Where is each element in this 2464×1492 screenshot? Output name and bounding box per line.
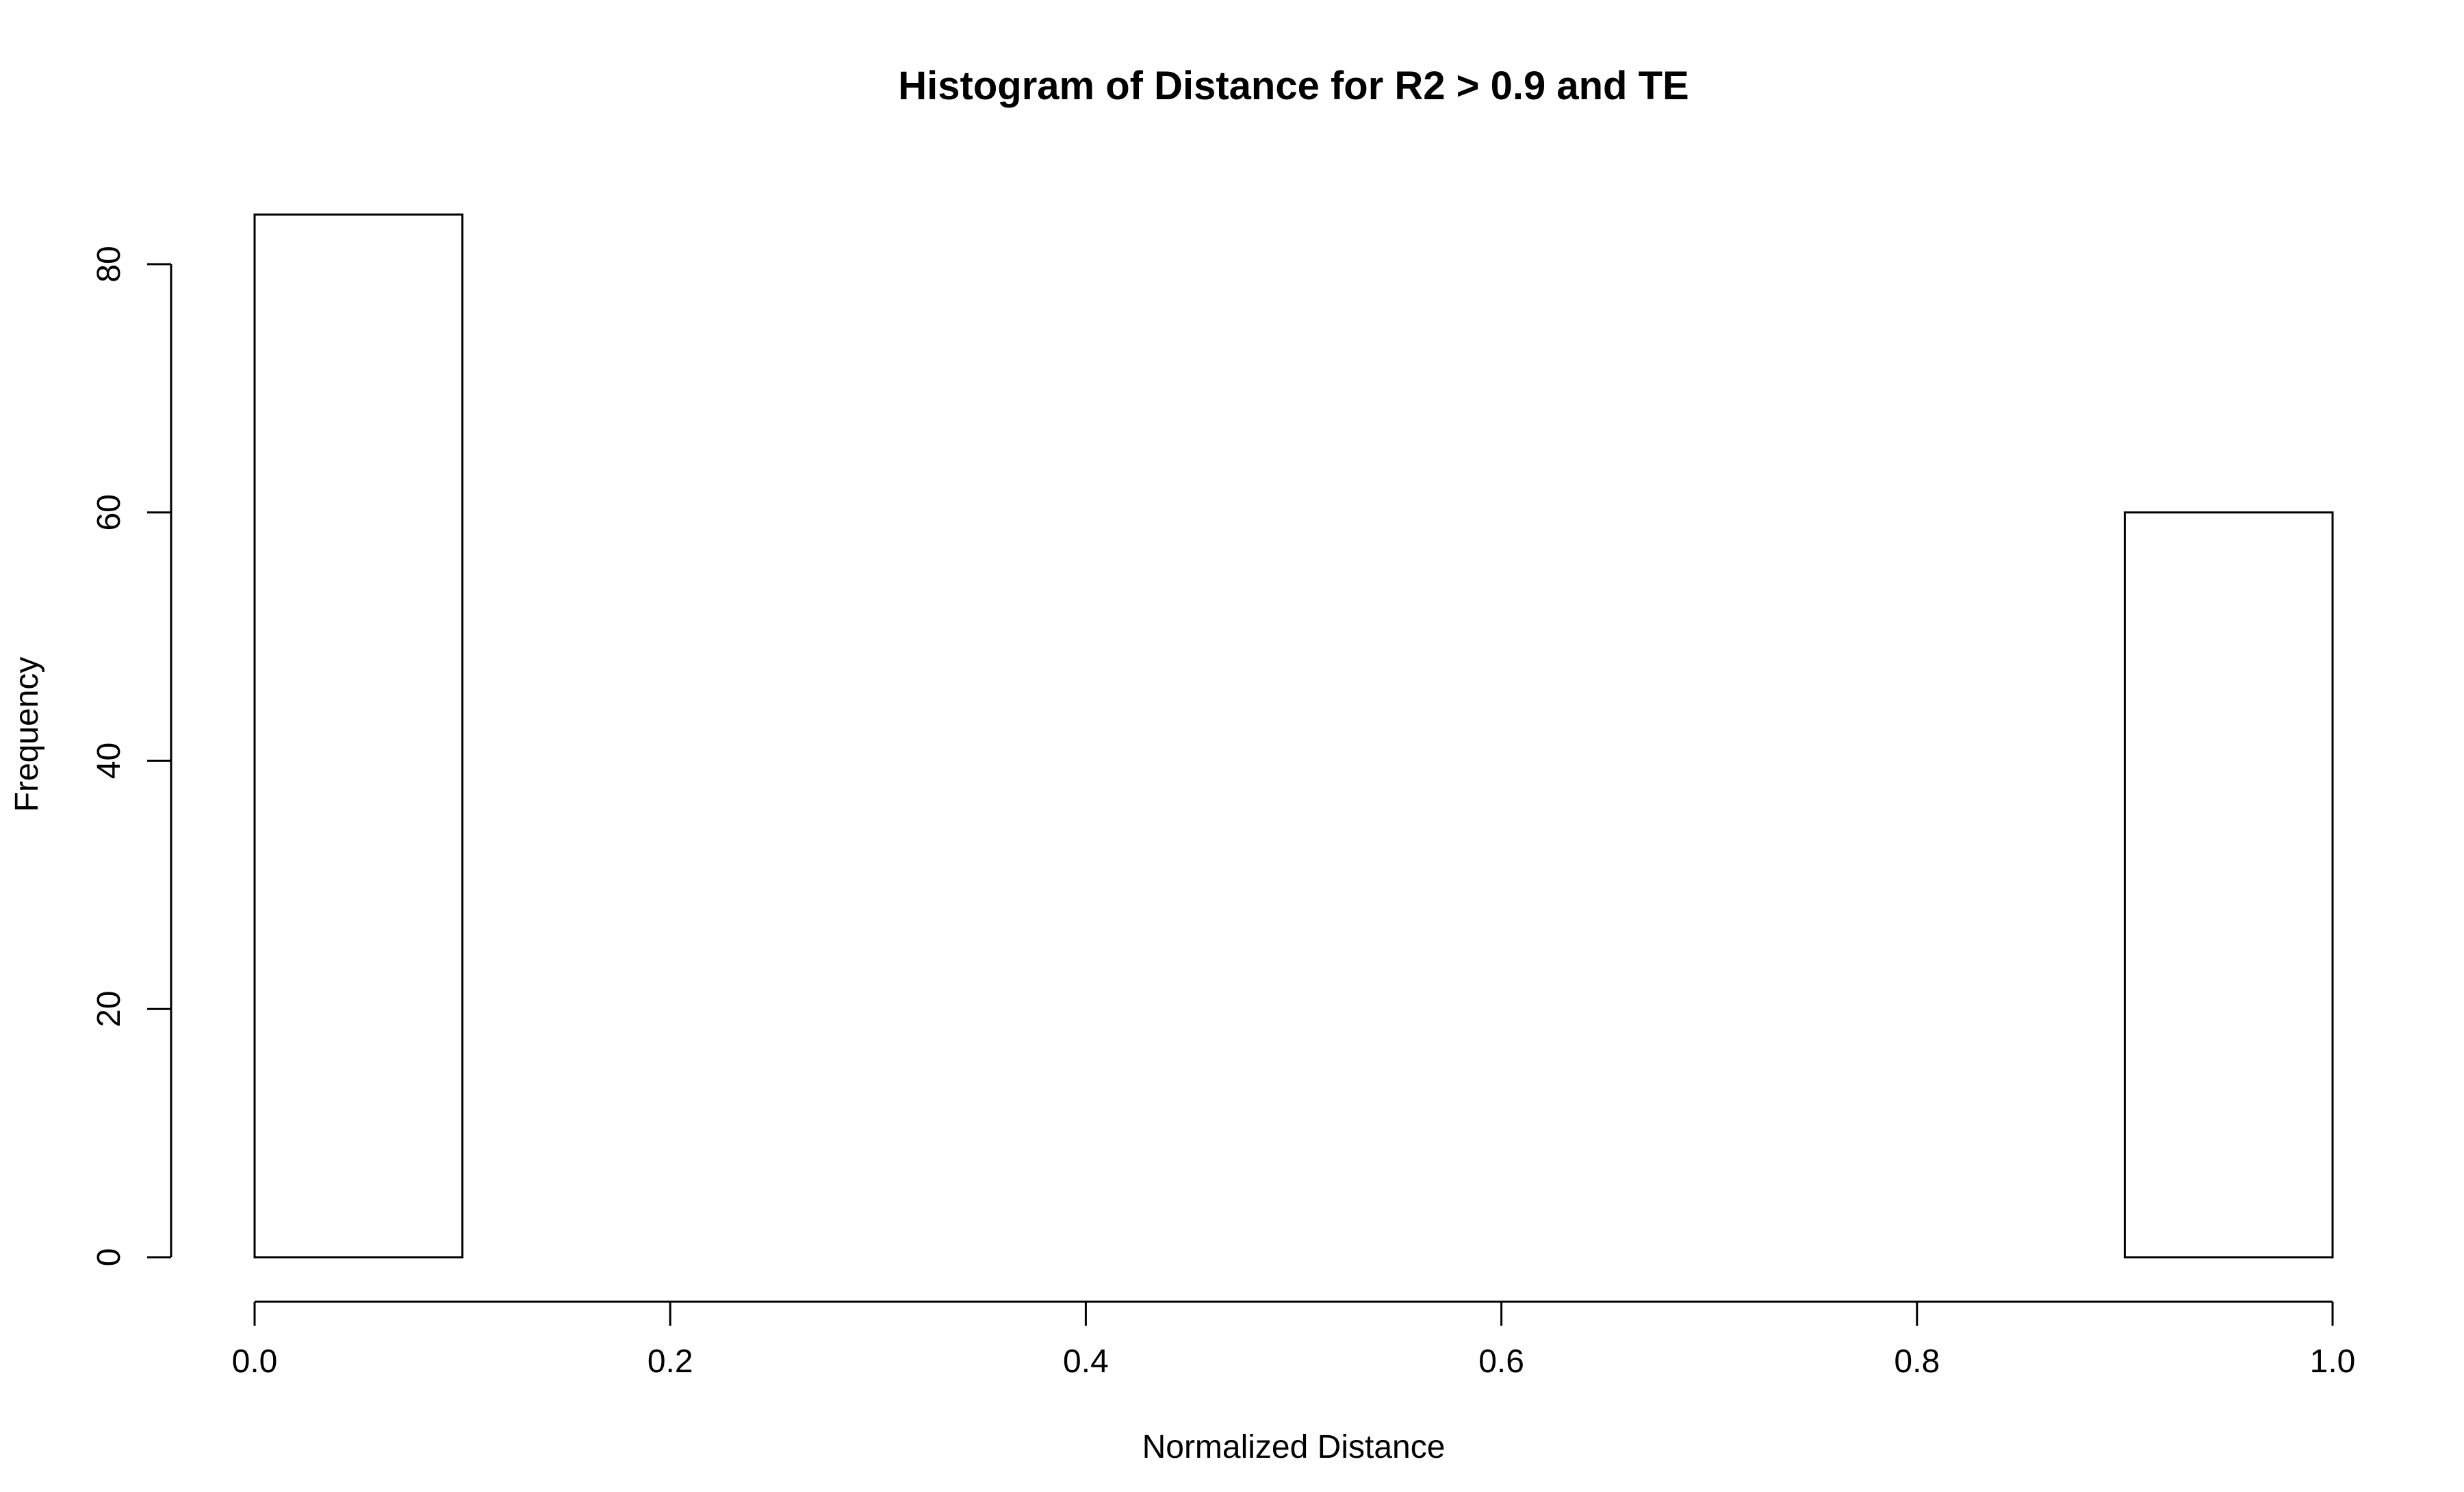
y-axis: 0 20 40 60 80	[91, 246, 172, 1267]
x-axis: 0.0 0.2 0.4 0.6 0.8 1.0	[232, 1300, 2356, 1380]
x-tick-label-3: 0.6	[1478, 1343, 1524, 1380]
y-axis-label: Frequency	[9, 657, 45, 812]
y-tick-label-2: 40	[91, 743, 127, 779]
x-axis-label: Normalized Distance	[1142, 1429, 1446, 1465]
histogram-bar-9	[2123, 511, 2334, 1259]
x-tick-label-1: 0.2	[647, 1343, 693, 1380]
y-tick-label-0: 0	[91, 1248, 127, 1267]
y-tick-label-1: 20	[91, 991, 127, 1027]
y-tick-label-3: 60	[91, 494, 127, 530]
chart-title: Histogram of Distance for R2 > 0.9 and T…	[898, 64, 1689, 108]
bars-group	[253, 213, 2334, 1259]
x-tick-label-4: 0.8	[1894, 1343, 1940, 1380]
x-tick-label-2: 0.4	[1063, 1343, 1109, 1380]
y-tick-label-4: 80	[91, 246, 127, 282]
histogram-bar-0	[253, 213, 464, 1259]
x-tick-label-0: 0.0	[232, 1343, 278, 1380]
x-tick-label-5: 1.0	[2310, 1343, 2356, 1380]
